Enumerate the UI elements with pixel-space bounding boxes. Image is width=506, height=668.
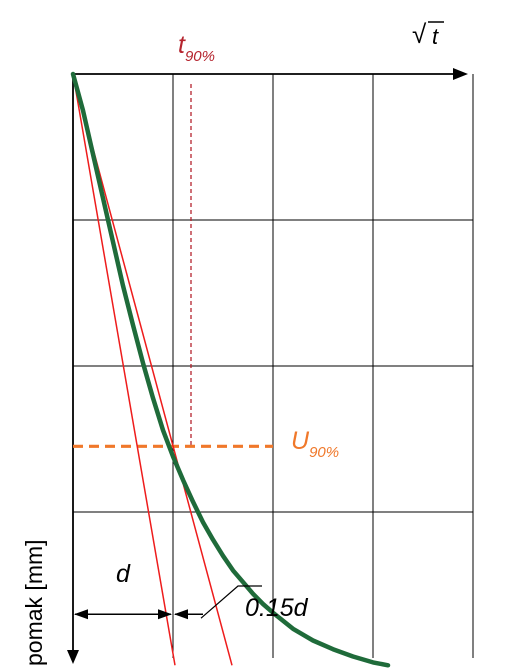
0-15d-label: 0.15d — [245, 594, 309, 622]
d-right-arrowhead — [158, 609, 172, 620]
t90-label-subscript: 90% — [185, 48, 215, 65]
t90-label: t90% — [178, 31, 215, 65]
d-left-arrowhead — [74, 609, 88, 620]
x-axis-arrowhead — [453, 68, 468, 80]
0-15d-arrowhead — [174, 609, 188, 620]
tangent-1.15-slope-line — [72, 73, 233, 666]
y-axis-arrowhead — [67, 650, 79, 664]
0-15d-leader-line — [200, 585, 262, 619]
u90-label-subscript: 90% — [309, 444, 339, 461]
initial-tangent-line — [72, 73, 176, 666]
series-line — [70, 71, 391, 668]
dimension-annotations — [74, 585, 262, 620]
tangent-lines — [72, 73, 233, 666]
y-axis-label: pomak [mm] — [21, 539, 47, 666]
u90-label-main: U — [291, 427, 310, 455]
settlement-curve — [70, 71, 391, 668]
grid — [73, 74, 474, 658]
axes — [67, 68, 468, 664]
x-axis-label-group: √ t — [412, 19, 444, 49]
d-label: d — [116, 560, 131, 588]
x-axis-label-variable: t — [432, 24, 439, 49]
t90-label-main: t — [178, 31, 186, 59]
chart-labels: √ t pomak [mm] t90% U90% d 0.15d — [21, 19, 444, 666]
x-axis-label-symbol: √ — [412, 19, 427, 49]
u90-label: U90% — [291, 427, 339, 461]
